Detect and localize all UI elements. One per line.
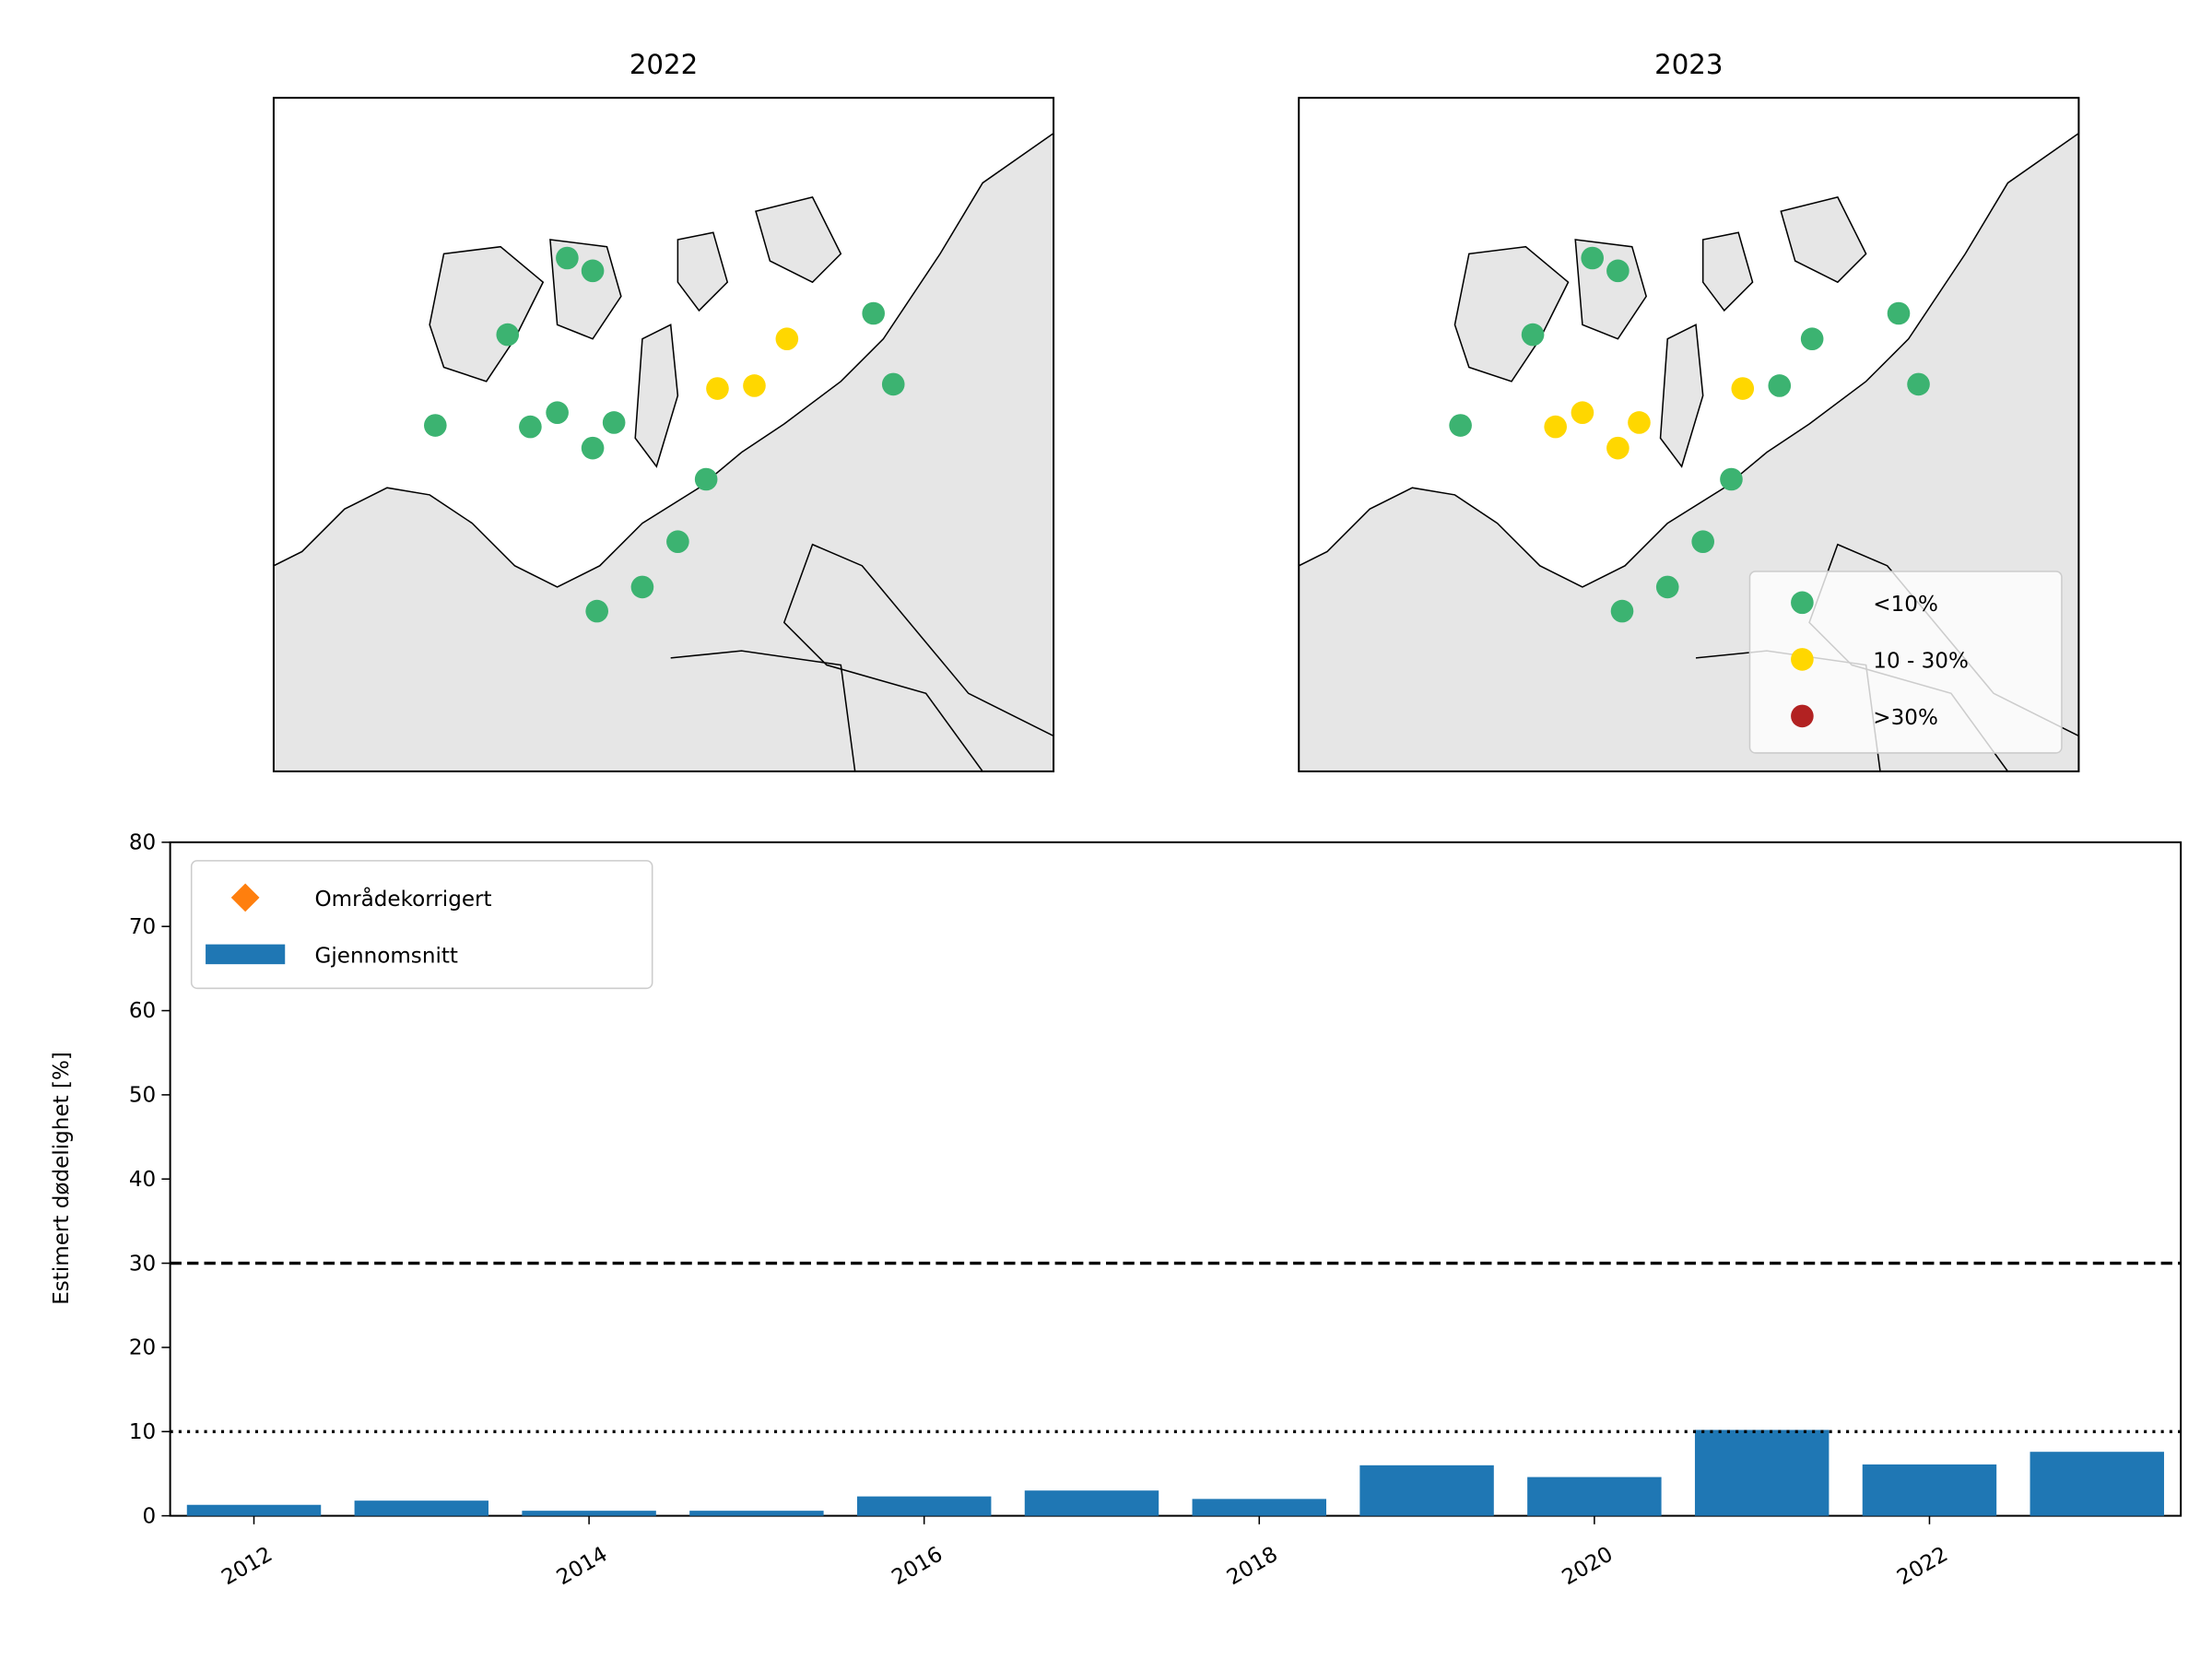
site-marker bbox=[546, 401, 569, 424]
y-tick-label: 10 bbox=[129, 1420, 156, 1444]
site-marker bbox=[666, 530, 689, 553]
bar bbox=[186, 1504, 322, 1516]
site-marker bbox=[581, 259, 605, 283]
bar bbox=[354, 1500, 489, 1516]
legend-label: >30% bbox=[1873, 706, 1938, 730]
site-marker bbox=[630, 575, 654, 599]
map-frame bbox=[272, 97, 1055, 772]
map-title: 2023 bbox=[1654, 49, 1723, 80]
site-marker bbox=[1628, 411, 1651, 434]
y-tick-label: 80 bbox=[129, 831, 156, 855]
x-tick-label: 2018 bbox=[1223, 1542, 1282, 1590]
site-marker bbox=[1449, 414, 1472, 437]
site-marker bbox=[1768, 374, 1792, 397]
map-frame bbox=[1298, 97, 2080, 772]
legend-label: Gjennomsnitt bbox=[315, 945, 458, 969]
site-marker bbox=[585, 599, 608, 623]
legend-label: <10% bbox=[1873, 593, 1938, 617]
site-marker bbox=[1606, 259, 1630, 283]
site-marker bbox=[1655, 575, 1679, 599]
bar bbox=[1192, 1499, 1326, 1516]
site-marker bbox=[424, 414, 447, 437]
bar bbox=[1359, 1465, 1494, 1516]
site-marker bbox=[1720, 467, 1743, 491]
map-2022 bbox=[273, 97, 1054, 772]
site-marker bbox=[881, 372, 905, 396]
site-marker bbox=[743, 374, 766, 397]
legend-box bbox=[1748, 571, 2063, 754]
site-marker bbox=[1691, 530, 1714, 553]
bar bbox=[1694, 1430, 1830, 1516]
site-marker bbox=[1606, 436, 1630, 460]
site-marker bbox=[1887, 301, 1911, 325]
bar bbox=[522, 1511, 656, 1516]
bar bbox=[1862, 1464, 1997, 1516]
site-marker bbox=[519, 415, 542, 439]
bar bbox=[1024, 1490, 1159, 1516]
bar bbox=[689, 1511, 824, 1516]
site-marker bbox=[775, 327, 799, 350]
site-marker bbox=[1610, 599, 1634, 623]
map-title: 2022 bbox=[629, 49, 698, 80]
site-marker bbox=[1544, 415, 1567, 439]
legend-label: Områdekorrigert bbox=[315, 886, 492, 912]
y-tick-label: 40 bbox=[129, 1168, 156, 1192]
y-tick-label: 0 bbox=[143, 1504, 157, 1528]
site-marker bbox=[1581, 246, 1604, 270]
y-tick-label: 70 bbox=[129, 915, 156, 939]
x-tick-label: 2012 bbox=[218, 1542, 276, 1590]
x-tick-label: 2016 bbox=[888, 1542, 947, 1590]
site-marker bbox=[556, 246, 579, 270]
site-marker bbox=[1571, 401, 1594, 424]
bar bbox=[1527, 1477, 1662, 1516]
legend-box bbox=[190, 860, 653, 990]
site-marker bbox=[706, 377, 729, 400]
y-tick-label: 20 bbox=[129, 1336, 156, 1360]
y-axis-label: Estimert dødelighet [%] bbox=[50, 1052, 74, 1305]
legend-marker bbox=[206, 944, 286, 965]
legend-marker bbox=[1791, 591, 1814, 615]
y-tick-label: 60 bbox=[129, 999, 156, 1023]
y-tick-label: 30 bbox=[129, 1252, 156, 1276]
x-tick-label: 2022 bbox=[1893, 1542, 1952, 1590]
site-marker bbox=[496, 323, 520, 347]
site-marker bbox=[862, 301, 885, 325]
legend-marker bbox=[1791, 648, 1814, 671]
bar bbox=[2030, 1452, 2164, 1516]
x-tick-label: 2014 bbox=[553, 1542, 612, 1590]
x-tick-label: 2020 bbox=[1559, 1542, 1618, 1590]
site-marker bbox=[1800, 327, 1824, 350]
legend-marker bbox=[230, 883, 260, 912]
site-marker bbox=[1731, 377, 1755, 400]
site-marker bbox=[581, 436, 605, 460]
site-marker bbox=[694, 467, 718, 491]
y-tick-label: 50 bbox=[129, 1084, 156, 1108]
site-marker bbox=[602, 411, 626, 434]
legend-marker bbox=[1791, 704, 1814, 728]
bar bbox=[856, 1496, 992, 1516]
legend-label: 10 - 30% bbox=[1873, 650, 1969, 674]
site-marker bbox=[1907, 372, 1930, 396]
site-marker bbox=[1521, 323, 1545, 347]
